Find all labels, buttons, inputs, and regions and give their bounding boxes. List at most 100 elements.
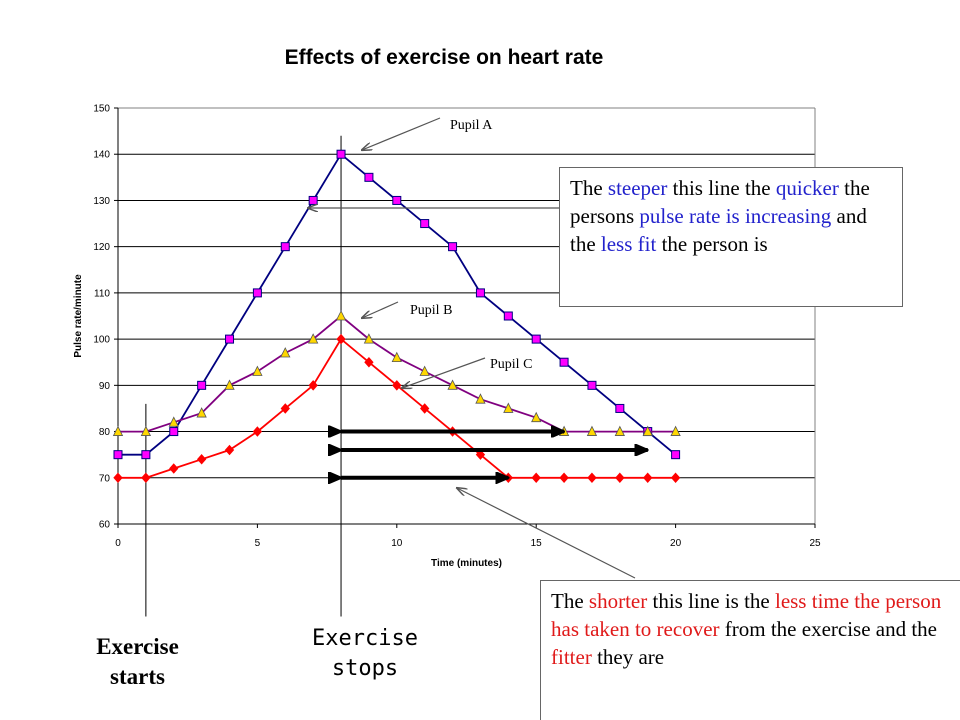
steeper-text-3: this line the xyxy=(667,176,776,200)
y-tick-label: 110 xyxy=(94,288,110,299)
pupil-b-point xyxy=(363,333,375,344)
exercise-starts-line2: starts xyxy=(110,664,165,689)
x-tick-label: 10 xyxy=(391,538,403,549)
x-tick-label: 0 xyxy=(115,538,121,549)
x-tick-label: 5 xyxy=(255,538,261,549)
pupil-a-point xyxy=(531,334,541,344)
pupil-b-pointer xyxy=(362,301,399,318)
x-tick-label: 15 xyxy=(531,538,543,549)
shorter-text-5: from the exercise and the xyxy=(719,617,938,641)
shorter-callout-pointer xyxy=(457,488,636,579)
pupil-b-point xyxy=(391,351,402,363)
exercise-starts-line1: Exercise xyxy=(96,634,179,659)
pupil-b-point xyxy=(670,425,681,436)
y-tick-label: 60 xyxy=(99,520,111,531)
y-tick-label: 120 xyxy=(93,242,110,253)
steeper-text-5: the persons xyxy=(570,176,870,228)
steeper-text-4: quicker xyxy=(775,176,839,200)
pupil-b-point xyxy=(475,393,486,404)
pupil-c-point xyxy=(392,380,402,391)
shorter-text-4: less time the person has taken to recove… xyxy=(551,589,942,641)
pupil-c-point xyxy=(280,403,290,414)
pupil-c-point xyxy=(587,472,597,484)
pupil-c-point xyxy=(196,454,207,465)
pupil-c-point xyxy=(308,380,318,391)
pupil-c-point xyxy=(420,403,430,414)
pupil-c-point xyxy=(252,426,263,437)
y-tick-label: 140 xyxy=(93,150,110,161)
steeper-text-6: pulse rate is increasing xyxy=(639,204,832,228)
x-tick-label: 20 xyxy=(670,538,682,549)
pupil-c-point xyxy=(531,472,541,484)
pupil-b-point xyxy=(112,425,124,436)
pupil-a-point xyxy=(252,288,262,298)
pupil-b-point xyxy=(419,365,430,376)
y-tick-label: 80 xyxy=(99,427,111,438)
pupil-b-point xyxy=(614,425,625,436)
pupil-a-point xyxy=(280,242,290,252)
y-tick-label: 130 xyxy=(93,196,110,207)
pupil-c-point xyxy=(559,472,569,484)
pupil-a-label: Pupil A xyxy=(450,118,493,133)
steeper-text-8: less fit xyxy=(600,232,657,256)
pupil-b-point xyxy=(642,425,653,436)
shorter-text-3: this line is the xyxy=(647,589,775,613)
y-axis-label: Pulse rate/minute xyxy=(73,274,84,358)
pupil-b-label: Pupil B xyxy=(410,303,452,318)
chart-title: Effects of exercise on heart rate xyxy=(284,46,604,69)
pupil-a-point xyxy=(225,334,235,344)
exercise-stops-line2: stops xyxy=(331,656,399,681)
pupil-c-point xyxy=(643,472,653,484)
y-tick-label: 70 xyxy=(99,473,111,484)
pupil-a-point xyxy=(475,288,485,298)
pupil-a-point xyxy=(615,403,625,413)
pupil-a-point xyxy=(364,172,374,182)
pupil-c-point xyxy=(141,472,151,484)
pupil-a-point xyxy=(336,149,346,159)
pupil-b-point xyxy=(168,416,179,427)
shorter-line-callout: The shorter this line is the less time t… xyxy=(540,580,960,720)
pupil-c-point xyxy=(670,472,681,484)
pupil-c-point xyxy=(224,444,235,456)
steeper-text-2: steeper xyxy=(607,176,668,200)
shorter-text-1: The xyxy=(551,589,589,613)
pupil-b-point xyxy=(447,379,458,390)
pupil-b-point xyxy=(308,333,319,344)
pupil-b-point xyxy=(531,411,542,423)
exercise-stops-label: Exercise stops xyxy=(295,624,435,684)
steeper-text-7: and the xyxy=(570,204,867,256)
pupil-a-point xyxy=(559,357,569,367)
pupil-b-point xyxy=(196,407,207,418)
shorter-text-6: fitter xyxy=(551,645,592,669)
pupil-a-point xyxy=(197,380,207,390)
y-tick-label: 150 xyxy=(93,104,110,115)
pupil-a-point xyxy=(503,311,513,321)
steeper-text-9: the person is xyxy=(656,232,768,256)
pupil-c-point xyxy=(113,472,123,484)
pupil-a-point xyxy=(671,450,681,460)
shorter-text-7: they are xyxy=(591,645,665,669)
pupil-b-point xyxy=(280,347,291,358)
pupil-c-pointer xyxy=(402,357,486,388)
pupil-b-point xyxy=(252,365,263,376)
pupil-c-label: Pupil C xyxy=(490,357,532,372)
pupil-a-point xyxy=(113,450,123,460)
pupil-c-point xyxy=(169,463,179,474)
pupil-a-point xyxy=(141,450,151,460)
pupil-b-point xyxy=(503,402,514,413)
exercise-stops-line1: Exercise xyxy=(312,626,418,651)
shorter-text-2: shorter xyxy=(588,589,648,613)
pupil-a-point xyxy=(420,219,430,229)
pupil-c-point xyxy=(364,356,374,368)
pupil-c-point xyxy=(336,333,346,345)
pupil-a-point xyxy=(587,380,597,390)
pupil-b-point xyxy=(140,425,152,436)
pupil-a-point xyxy=(448,242,458,252)
steeper-text-1: The xyxy=(570,176,608,200)
pupil-b-point xyxy=(335,310,347,321)
y-tick-label: 100 xyxy=(93,335,110,346)
pupil-b-point xyxy=(586,425,598,436)
x-tick-label: 25 xyxy=(809,538,821,549)
